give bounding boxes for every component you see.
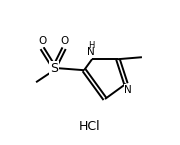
Text: N: N: [87, 47, 95, 57]
Text: O: O: [38, 36, 46, 46]
Text: S: S: [50, 62, 58, 75]
Text: N: N: [124, 85, 132, 95]
Text: HCl: HCl: [79, 120, 101, 134]
Text: H: H: [88, 41, 94, 50]
Text: O: O: [60, 36, 68, 46]
